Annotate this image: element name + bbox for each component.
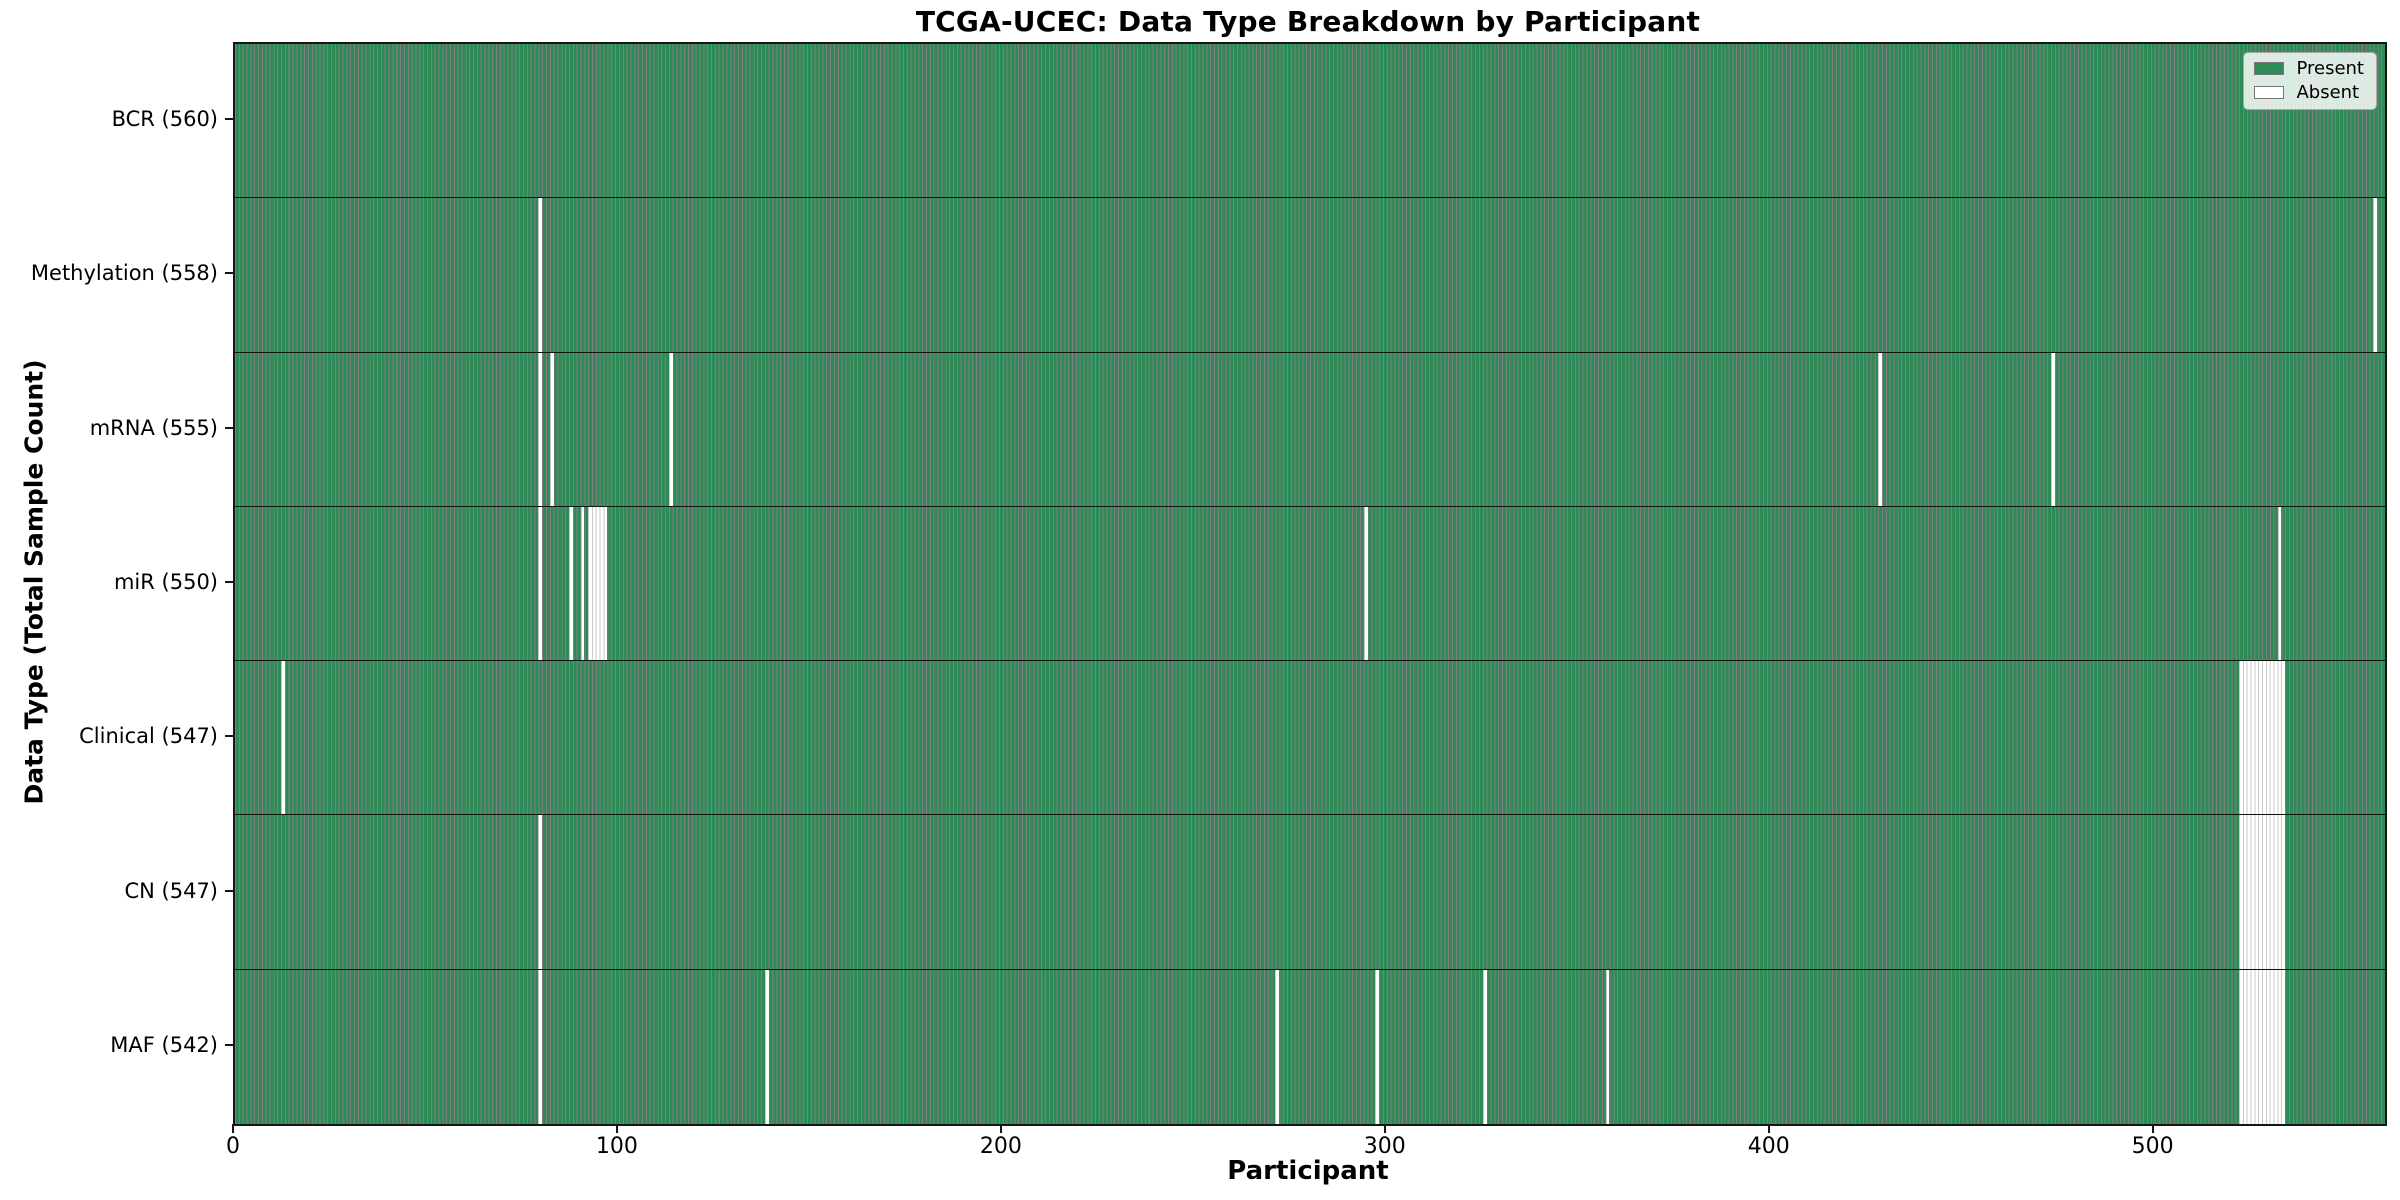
absent-stripe-mRNA: [668, 352, 673, 506]
absent-stripe-Methylation: [2373, 198, 2378, 352]
y-tick-label-Methylation: Methylation (558): [30, 261, 218, 286]
row-CN: [235, 815, 2385, 970]
plot-area: Present Absent: [233, 42, 2387, 1126]
absent-stripe-CN: [2239, 815, 2286, 969]
absent-stripe-miR: [580, 506, 585, 661]
legend-item-present: Present: [2254, 59, 2364, 78]
y-tick-mark: [225, 426, 233, 429]
absent-stripe-MAF: [1275, 969, 1280, 1124]
absent-stripe-miR: [1363, 506, 1368, 661]
absent-stripe-Clinical: [2239, 661, 2286, 815]
x-tick-mark: [1383, 1124, 1386, 1133]
y-tick-label-mRNA: mRNA (555): [89, 415, 218, 440]
absent-stripe-mRNA: [538, 352, 543, 506]
absent-stripe-MAF: [538, 969, 543, 1124]
row-BCR: [235, 44, 2385, 199]
chart-title: TCGA-UCEC: Data Type Breakdown by Partic…: [915, 5, 1701, 38]
x-tick-label-400: 400: [1747, 1134, 1790, 1159]
absent-stripe-Clinical: [281, 661, 285, 815]
x-tick-mark: [999, 1124, 1002, 1133]
y-tick-mark: [225, 272, 233, 275]
x-tick-mark: [232, 1124, 234, 1133]
row-Clinical: [235, 661, 2385, 816]
absent-stripe-miR: [538, 506, 543, 661]
y-tick-mark: [225, 1043, 233, 1046]
y-tick-label-MAF: MAF (542): [110, 1032, 218, 1057]
x-tick-label-0: 0: [226, 1134, 240, 1159]
y-tick-mark: [225, 889, 233, 892]
row-miR: [235, 506, 2385, 662]
x-tick-mark: [615, 1124, 618, 1133]
absent-stripe-miR: [588, 506, 608, 661]
absent-stripe-MAF: [1375, 969, 1380, 1124]
x-tick-mark: [2151, 1124, 2154, 1133]
y-tick-label-miR: miR (550): [113, 570, 218, 594]
x-tick-label-200: 200: [979, 1134, 1022, 1159]
absent-stripe-MAF: [1605, 969, 1610, 1124]
x-tick-label-300: 300: [1363, 1134, 1406, 1159]
y-tick-mark: [225, 118, 233, 121]
legend-label-absent: Absent: [2296, 82, 2360, 103]
absent-stripe-mRNA: [2050, 352, 2055, 506]
absent-stripe-CN: [538, 815, 543, 969]
absent-stripe-mRNA: [549, 352, 554, 506]
absent-stripe-MAF: [2239, 969, 2286, 1124]
row-mRNA: [235, 352, 2385, 507]
absent-stripe-Methylation: [538, 198, 543, 352]
absent-stripe-MAF: [1482, 969, 1487, 1124]
x-tick-label-500: 500: [2131, 1134, 2174, 1159]
absent-stripe-miR: [569, 506, 573, 661]
legend: Present Absent: [2243, 52, 2377, 110]
y-tick-mark: [225, 735, 233, 738]
y-tick-mark: [225, 581, 233, 583]
absent-stripe-MAF: [764, 969, 769, 1124]
row-MAF: [235, 969, 2385, 1124]
x-axis-label: Participant: [1227, 1156, 1389, 1186]
row-Methylation: [235, 198, 2385, 353]
x-tick-mark: [1767, 1124, 1770, 1133]
x-tick-label-100: 100: [595, 1134, 638, 1159]
absent-stripe-miR: [2277, 506, 2282, 661]
y-tick-label-Clinical: Clinical (547): [79, 724, 218, 749]
y-tick-label-BCR: BCR (560): [111, 107, 218, 132]
y-tick-label-CN: CN (547): [124, 878, 218, 903]
legend-item-absent: Absent: [2254, 83, 2364, 102]
legend-swatch-present-icon: [2254, 62, 2285, 75]
absent-stripe-mRNA: [1878, 352, 1883, 506]
legend-label-present: Present: [2296, 58, 2364, 79]
legend-swatch-absent-icon: [2254, 86, 2285, 99]
